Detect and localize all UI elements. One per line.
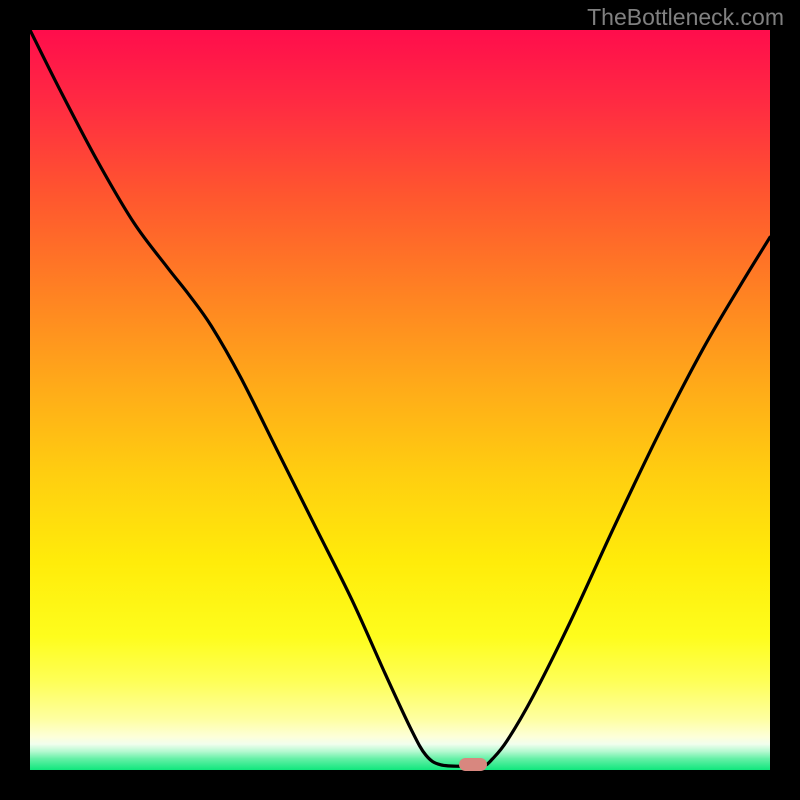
bottleneck-curve: [30, 30, 770, 770]
optimal-point-marker: [459, 758, 487, 771]
bottleneck-chart: [30, 30, 770, 770]
watermark-text: TheBottleneck.com: [587, 4, 784, 31]
